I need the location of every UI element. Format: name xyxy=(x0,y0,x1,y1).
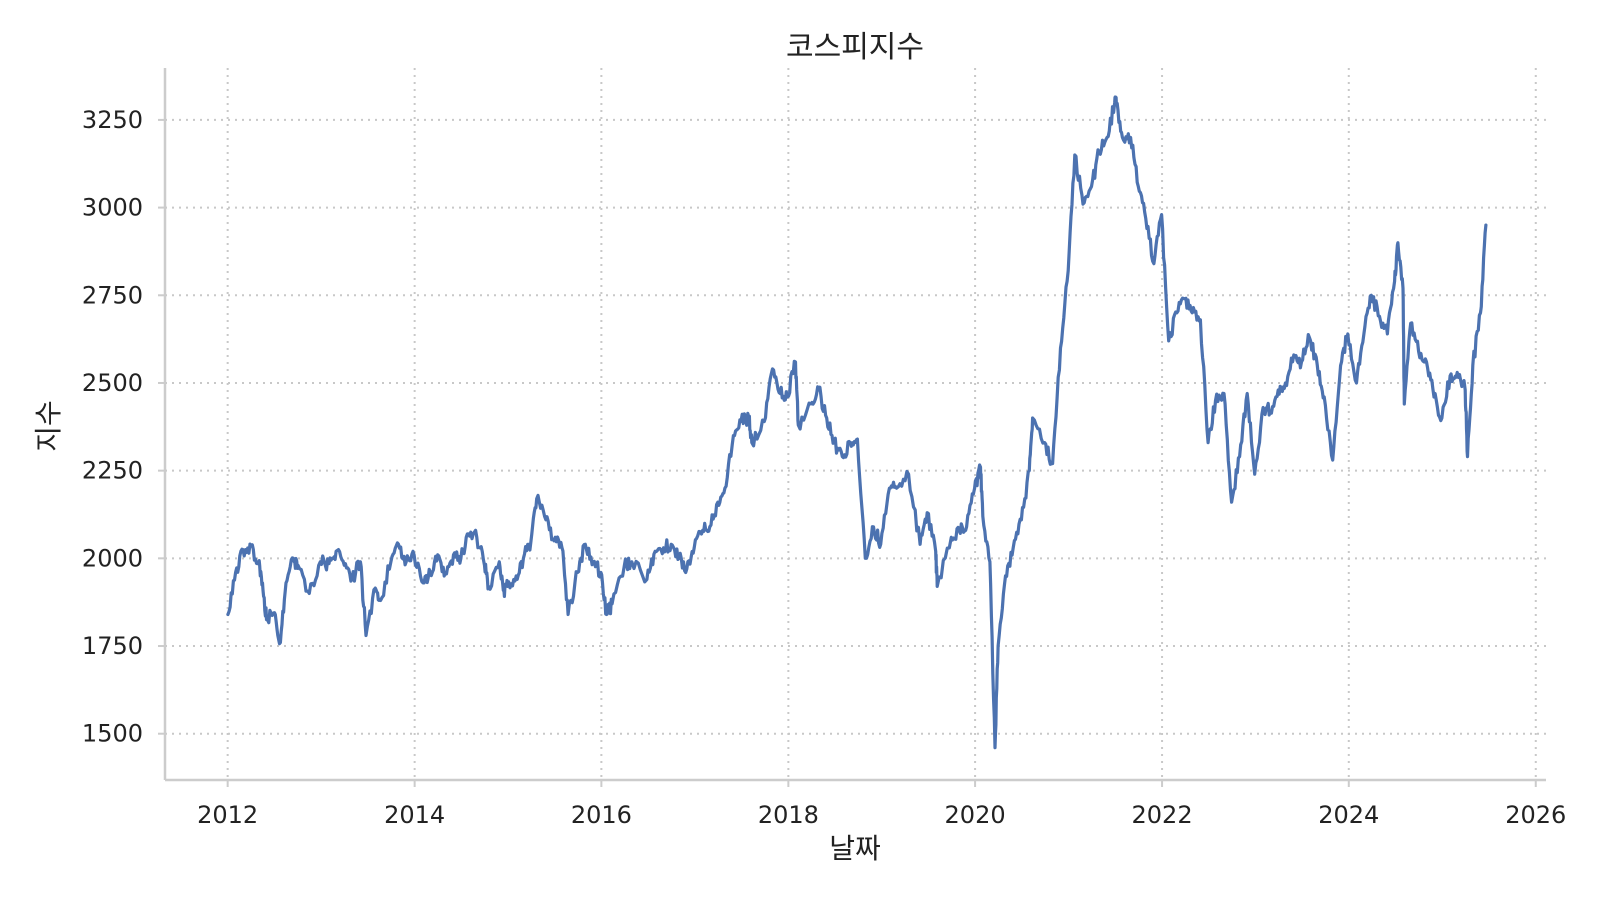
x-tick-label-1: 2014 xyxy=(384,801,445,829)
y-tick-label-3: 2250 xyxy=(82,457,143,485)
y-tick-label-1: 1750 xyxy=(82,632,143,660)
y-tick-label-5: 2750 xyxy=(82,281,143,309)
axes-spines xyxy=(163,68,1546,782)
series xyxy=(226,95,1488,750)
x-axis-label: 날짜 xyxy=(829,832,881,865)
x-tick-label-0: 2012 xyxy=(197,801,258,829)
x-tick-label-2: 2016 xyxy=(571,801,632,829)
series-line-0 xyxy=(226,95,1488,750)
ticks: 1500 1750 2000 2250 2500 2750 3000 3250 2012 2014… xyxy=(82,106,1566,829)
y-tick-label-0: 1500 xyxy=(82,720,143,748)
x-tick-label-5: 2022 xyxy=(1132,801,1193,829)
x-tick-label-4: 2020 xyxy=(945,801,1006,829)
y-tick-label-2: 2000 xyxy=(82,544,143,572)
y-tick-label-6: 3000 xyxy=(82,194,143,222)
x-tick-label-3: 2018 xyxy=(758,801,819,829)
y-tick-label-7: 3250 xyxy=(82,106,143,134)
x-tick-label-6: 2024 xyxy=(1318,801,1379,829)
x-tick-label-7: 2026 xyxy=(1505,801,1566,829)
y-tick-label-4: 2500 xyxy=(82,369,143,397)
y-axis-label: 지수 xyxy=(32,400,65,452)
chart-title: 코스피지수 xyxy=(786,30,924,65)
